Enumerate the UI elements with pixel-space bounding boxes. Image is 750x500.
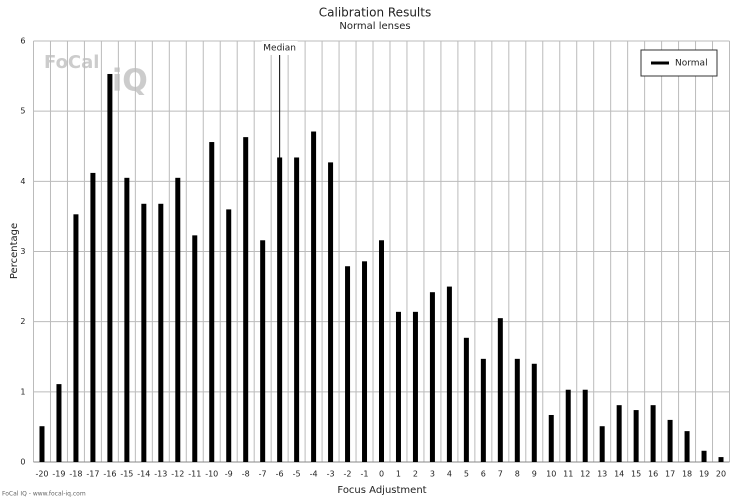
bar — [124, 177, 130, 462]
bar — [141, 203, 147, 462]
bar — [226, 209, 232, 462]
bar — [158, 203, 164, 462]
x-tick-label: 0 — [379, 470, 384, 479]
bar — [175, 177, 181, 462]
bar — [582, 389, 588, 462]
bar — [565, 389, 571, 462]
x-tick-label: -8 — [242, 470, 250, 479]
bar — [260, 240, 266, 462]
x-tick-label: 14 — [614, 470, 624, 479]
x-tick-label: 11 — [563, 470, 573, 479]
x-tick-label: -17 — [86, 470, 99, 479]
bar — [345, 266, 351, 462]
legend-label: Normal — [675, 59, 708, 69]
x-tick-label: 19 — [699, 470, 709, 479]
x-tick-label: -19 — [52, 470, 65, 479]
x-tick-label: 9 — [532, 470, 537, 479]
x-tick-label: -4 — [310, 470, 318, 479]
y-axis-label: Percentage — [9, 223, 20, 279]
y-tick-label: 1 — [20, 387, 25, 396]
logo-text: FoCal — [44, 52, 99, 73]
bar — [73, 214, 79, 462]
x-tick-label: -1 — [361, 470, 369, 479]
x-tick-label: -14 — [137, 470, 150, 479]
bar — [650, 405, 656, 462]
x-tick-label: -13 — [154, 470, 167, 479]
bar — [480, 358, 486, 462]
x-tick-label: -9 — [225, 470, 233, 479]
bar — [633, 410, 639, 462]
x-tick-label: 10 — [546, 470, 556, 479]
x-tick-label: 8 — [515, 470, 520, 479]
x-tick-label: -11 — [188, 470, 201, 479]
bar — [395, 311, 401, 462]
bar — [90, 172, 96, 462]
bar — [718, 457, 724, 462]
bar — [667, 419, 673, 462]
x-tick-label: -2 — [344, 470, 352, 479]
x-tick-label: 3 — [430, 470, 435, 479]
median-label-bg — [261, 41, 298, 55]
bar — [429, 292, 435, 462]
x-tick-label: -3 — [327, 470, 335, 479]
x-tick-label: 12 — [580, 470, 590, 479]
x-tick-label: -15 — [120, 470, 133, 479]
x-tick-label: 4 — [447, 470, 452, 479]
bar — [107, 73, 113, 462]
x-tick-label: 18 — [682, 470, 692, 479]
bar — [328, 162, 334, 462]
bar — [616, 405, 622, 462]
chart-subtitle: Normal lenses — [339, 21, 410, 32]
x-tick-label: 17 — [665, 470, 675, 479]
bar — [56, 384, 62, 462]
y-tick-label: 5 — [20, 107, 25, 116]
y-tick-label: 6 — [20, 37, 25, 46]
bar — [362, 261, 368, 462]
logo-mark: iQ — [112, 64, 148, 99]
y-tick-label: 2 — [20, 317, 25, 326]
bar — [684, 431, 690, 462]
x-tick-label: -16 — [103, 470, 116, 479]
bar — [39, 426, 45, 462]
x-axis-label: Focus Adjustment — [337, 485, 426, 496]
bar — [379, 240, 384, 462]
bar — [463, 337, 469, 462]
bar — [514, 358, 520, 462]
bar — [209, 142, 215, 463]
x-tick-label: 15 — [631, 470, 641, 479]
bar — [243, 137, 249, 462]
bar — [599, 426, 605, 462]
x-tick-label: 20 — [716, 470, 726, 479]
bar — [701, 450, 707, 462]
y-tick-label: 0 — [20, 458, 25, 467]
x-tick-label: 7 — [498, 470, 503, 479]
y-tick-label: 3 — [20, 247, 25, 256]
x-tick-label: 6 — [481, 470, 486, 479]
chart-title: Calibration Results — [319, 6, 431, 20]
footer: FoCal IQ - www.focal-iq.com — [2, 491, 86, 498]
bar — [294, 157, 300, 462]
y-tick-label: 4 — [20, 177, 25, 186]
x-tick-label: -12 — [171, 470, 184, 479]
x-tick-label: 5 — [464, 470, 469, 479]
x-tick-label: -7 — [259, 470, 267, 479]
x-tick-label: -5 — [293, 470, 301, 479]
x-tick-label: -20 — [35, 470, 48, 479]
bar — [497, 318, 503, 462]
x-tick-label: 16 — [648, 470, 658, 479]
median-label: Median — [263, 44, 296, 54]
bar — [412, 311, 418, 462]
x-tick-label: -10 — [205, 470, 218, 479]
x-tick-label: 1 — [396, 470, 401, 479]
x-tick-label: -18 — [69, 470, 82, 479]
bar — [531, 363, 537, 462]
bar — [548, 414, 554, 462]
bar — [446, 286, 452, 462]
bar — [192, 235, 198, 462]
x-tick-label: -6 — [276, 470, 284, 479]
x-tick-label: 2 — [413, 470, 418, 479]
x-tick-label: 13 — [597, 470, 607, 479]
bar — [311, 131, 317, 462]
